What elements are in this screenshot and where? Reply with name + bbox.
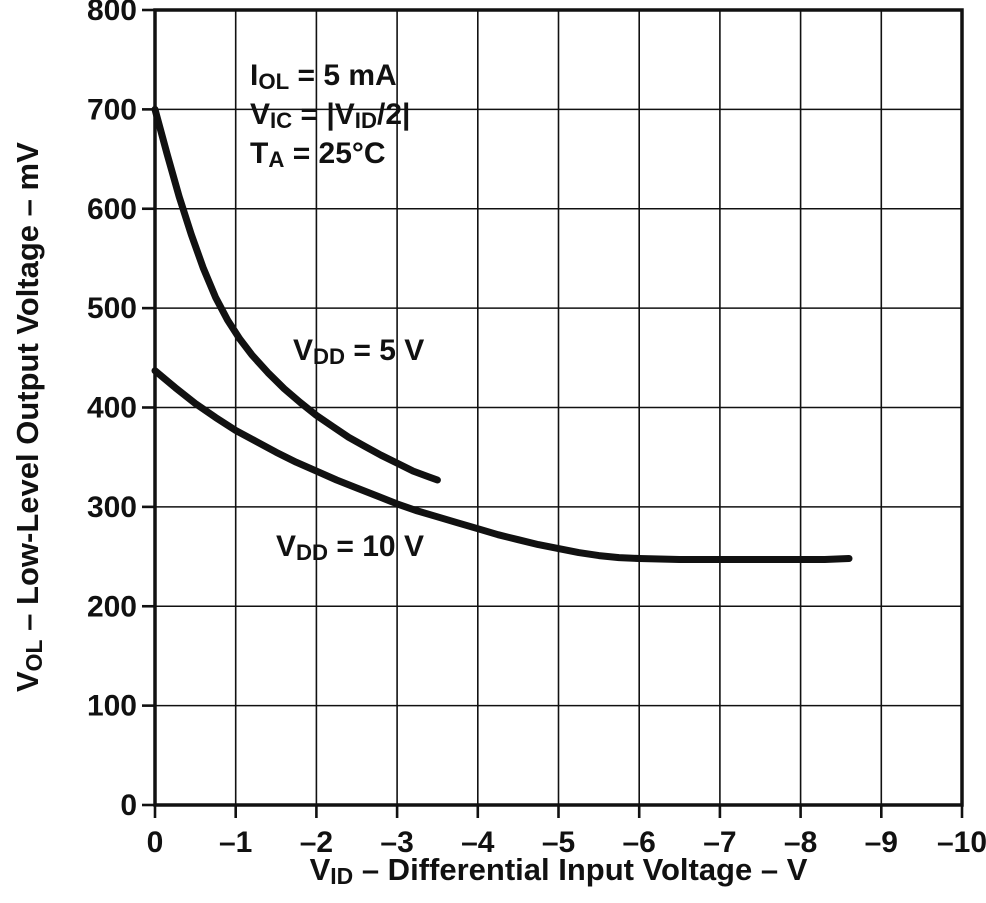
- svg-text:–7: –7: [703, 826, 736, 859]
- condition-ta-subscript: A: [268, 146, 285, 172]
- curve-label-vdd5-value: = 5 V: [345, 334, 425, 367]
- svg-text:0: 0: [120, 789, 137, 822]
- svg-text:500: 500: [87, 292, 137, 325]
- svg-text:0: 0: [147, 826, 164, 859]
- svg-text:–4: –4: [461, 826, 495, 859]
- svg-text:300: 300: [87, 491, 137, 524]
- svg-text:–2: –2: [300, 826, 333, 859]
- curve-label-vdd5-subscript: DD: [313, 343, 346, 369]
- y-axis-subscript: OL: [21, 639, 48, 672]
- condition-iol-value: = 5 mA: [289, 59, 397, 92]
- x-axis-title: VID – Differential Input Voltage – V: [155, 852, 962, 888]
- condition-iol: IOL = 5 mA: [250, 56, 410, 95]
- svg-text:–9: –9: [865, 826, 898, 859]
- svg-text:100: 100: [87, 690, 137, 723]
- x-axis-label-text: – Differential Input Voltage – V: [353, 852, 808, 887]
- svg-text:800: 800: [87, 0, 137, 27]
- y-axis-label-text: – Low-Level Output Voltage – mV: [10, 142, 45, 640]
- x-axis-subscript: ID: [330, 863, 354, 890]
- svg-text:700: 700: [87, 93, 137, 126]
- svg-text:–10: –10: [937, 826, 986, 859]
- svg-text:600: 600: [87, 193, 137, 226]
- condition-vic-mid: = |V: [292, 98, 355, 131]
- curve-label-vdd5-symbol: V: [293, 334, 314, 367]
- condition-vic-symbol: V: [250, 98, 271, 131]
- condition-vic-subscript: IC: [270, 107, 293, 133]
- test-conditions: IOL = 5 mA VIC = |VID/2| TA = 25°C: [250, 56, 410, 173]
- svg-text:400: 400: [87, 392, 137, 425]
- curve-label-vdd-10v: VDD = 10 V: [276, 530, 424, 564]
- condition-vic-value: /2|: [376, 98, 411, 131]
- svg-text:–8: –8: [784, 826, 817, 859]
- condition-ta-symbol: T: [250, 137, 269, 170]
- x-axis-symbol: V: [309, 852, 331, 887]
- svg-text:200: 200: [87, 590, 137, 623]
- curve-label-vdd-5v: VDD = 5 V: [293, 334, 424, 368]
- svg-text:–5: –5: [542, 826, 575, 859]
- svg-text:–6: –6: [623, 826, 656, 859]
- condition-vid-subscript: ID: [354, 107, 377, 133]
- y-axis-title: VOL – Low-Level Output Voltage – mV: [10, 142, 48, 692]
- condition-iol-symbol: I: [250, 59, 259, 92]
- condition-ta-value: = 25°C: [284, 137, 386, 170]
- svg-text:–1: –1: [219, 826, 252, 859]
- curve-label-vdd10-symbol: V: [276, 530, 297, 563]
- condition-iol-subscript: OL: [258, 68, 290, 94]
- condition-vic: VIC = |VID/2|: [250, 95, 410, 134]
- svg-text:–3: –3: [380, 826, 413, 859]
- curve-label-vdd10-value: = 10 V: [328, 530, 424, 563]
- curve-label-vdd10-subscript: DD: [296, 539, 329, 565]
- y-axis-symbol: V: [10, 671, 45, 692]
- condition-ta: TA = 25°C: [250, 134, 410, 173]
